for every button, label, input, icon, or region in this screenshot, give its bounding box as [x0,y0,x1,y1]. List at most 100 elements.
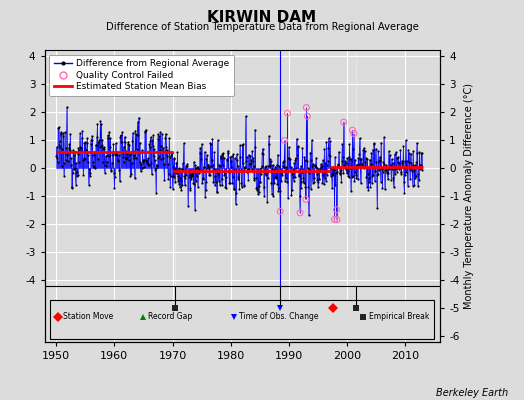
Point [125,157,133,163]
Point [330,216,339,222]
Point [183,168,192,174]
Point [93,120,102,127]
Point [243,169,252,175]
Point [90,163,98,169]
Point [189,180,198,186]
Point [373,205,381,211]
Point [394,154,402,160]
Point [325,152,334,159]
Point [81,139,90,146]
Point [114,157,122,164]
Point [159,155,167,162]
Point [190,158,198,165]
Point [219,150,227,156]
Point [337,158,346,164]
Point [384,170,392,176]
Point [154,131,162,137]
Point [110,185,118,192]
Point [352,172,360,178]
Point [112,140,120,146]
Point [371,167,379,174]
Point [95,137,104,143]
Point [296,193,304,199]
Point [128,138,136,144]
Point [145,162,153,168]
Point [269,162,277,168]
Point [351,157,359,163]
Point [342,170,351,177]
Point [355,135,364,141]
Point [111,151,119,157]
Point [190,181,199,188]
Point [417,162,425,168]
Point [400,190,409,196]
Point [225,169,233,175]
Point [210,166,218,172]
Point [63,152,71,158]
Point [387,156,396,163]
Point [175,165,183,172]
Point [98,136,106,143]
Point [390,151,399,157]
Point [88,137,96,143]
Point [250,177,259,184]
Point [201,187,210,193]
Point [242,158,250,164]
Point [331,182,340,188]
Point [390,166,398,172]
Point [110,170,118,176]
Point [307,186,315,192]
Point [293,143,302,150]
Point [174,173,182,179]
Point [360,145,368,151]
Point [344,173,352,179]
Point [354,176,362,182]
Point [276,208,285,214]
Point [399,164,407,170]
Point [163,147,171,154]
Point [321,175,329,181]
Point [245,161,254,167]
Point [116,134,124,140]
Point [241,165,249,172]
Point [63,104,71,110]
Point [395,166,403,172]
Point [240,182,248,188]
Point [102,163,111,169]
Point [301,184,310,190]
Point [380,161,389,168]
Point [74,151,82,158]
Point [181,175,189,181]
Point [64,145,73,152]
Point [291,154,300,161]
Point [372,159,380,166]
Point [198,180,206,186]
Point [124,138,133,145]
Point [100,144,108,150]
Point [406,176,414,182]
Point [154,136,162,143]
Point [119,154,127,160]
Point [133,132,141,138]
Point [288,171,297,178]
Point [219,162,227,168]
Point [102,153,110,159]
Point [206,140,214,146]
Point [238,160,247,166]
Point [135,140,144,146]
Point [412,159,421,165]
Point [310,163,319,169]
Point [157,143,166,149]
Point [316,166,324,172]
Point [206,172,214,178]
Point [80,155,88,161]
Point [56,137,64,144]
Point [183,161,191,167]
Point [76,130,84,137]
Point [338,141,346,148]
Point [156,129,165,136]
Point [234,176,243,182]
Point [67,162,75,168]
Point [214,169,222,176]
Point [278,163,287,169]
